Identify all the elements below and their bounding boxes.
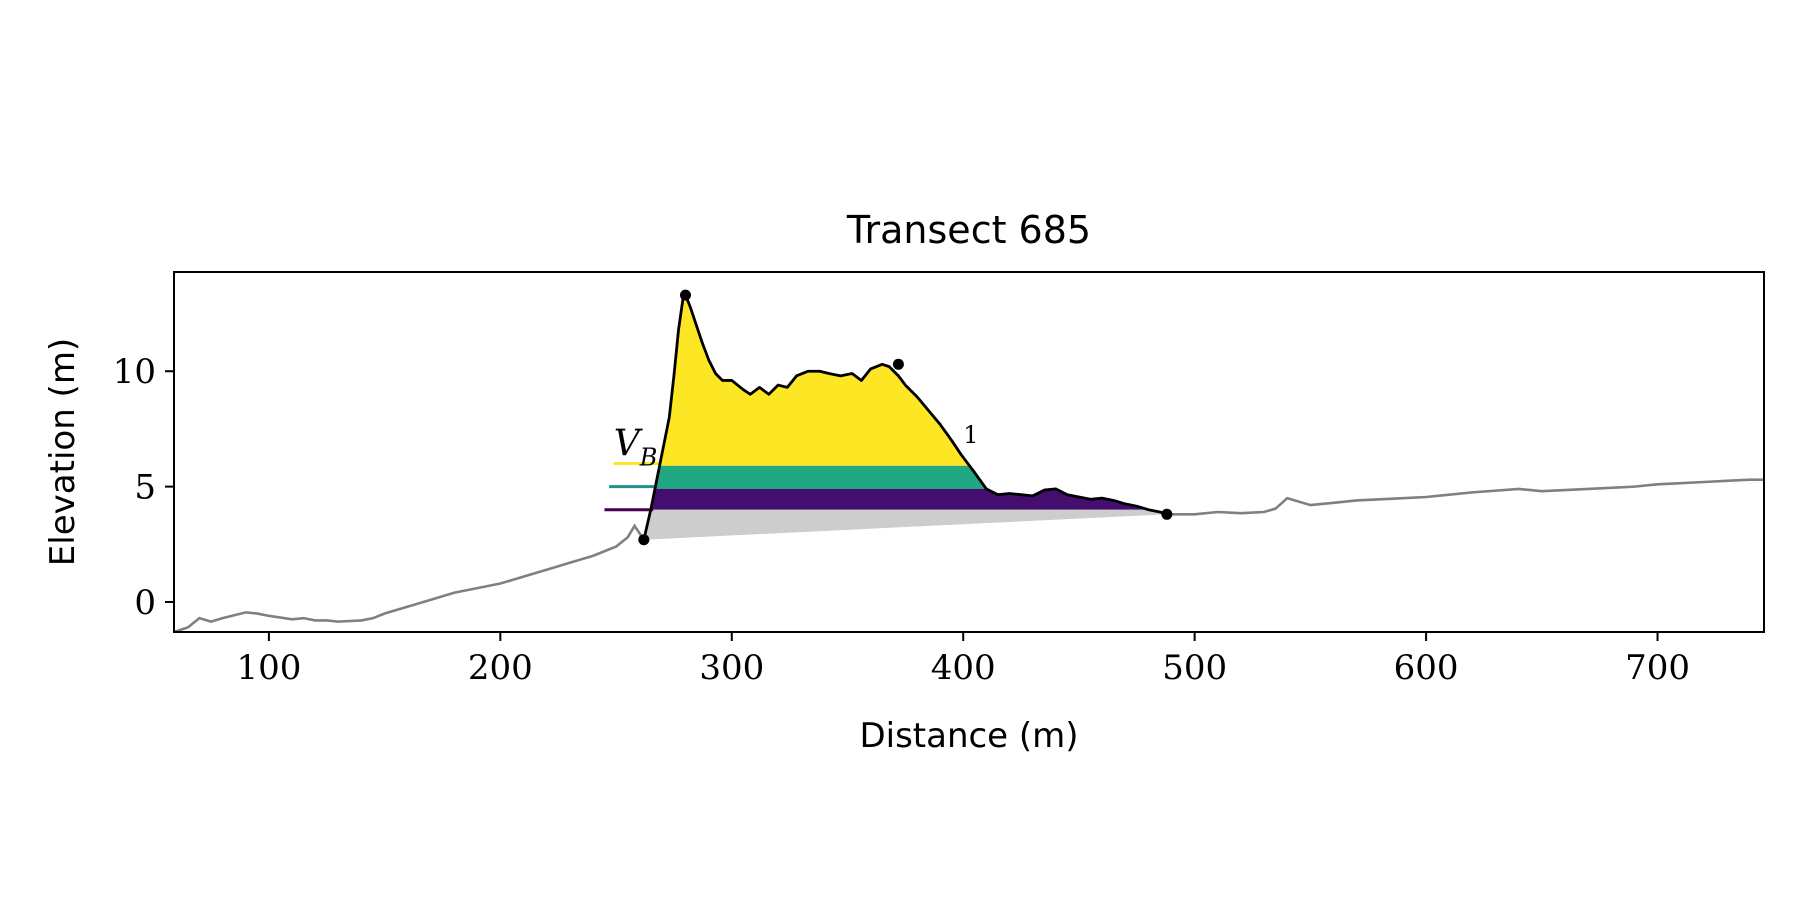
profile-line-left	[174, 523, 645, 632]
x-tick-label-300: 300	[699, 648, 764, 688]
y-axis: 0 5 10	[113, 352, 174, 623]
key-point-2	[892, 358, 904, 370]
chart-overlay: VB 1	[614, 289, 1173, 546]
y-tick-label-10: 10	[113, 352, 156, 392]
x-axis: 100 200 300 400 500 600 700	[236, 632, 1690, 688]
plot-area	[174, 293, 1764, 632]
base-wedge	[643, 509, 1167, 540]
volume-bands	[643, 295, 1167, 540]
x-tick-label-600: 600	[1394, 648, 1459, 688]
key-point-0	[638, 534, 650, 546]
key-point-1	[679, 289, 691, 301]
contour-annotation: 1	[963, 421, 978, 449]
chart-title: Transect 685	[846, 208, 1091, 252]
volume-annotation: VB	[614, 423, 658, 471]
x-tick-label-100: 100	[236, 648, 301, 688]
key-point-3	[1161, 508, 1173, 520]
x-axis-label: Distance (m)	[859, 716, 1078, 756]
y-tick-label-5: 5	[134, 468, 156, 508]
profile-line-right	[1166, 478, 1764, 516]
x-tick-label-200: 200	[468, 648, 533, 688]
band-above-upper-level	[643, 295, 1167, 466]
x-tick-label-400: 400	[931, 648, 996, 688]
y-tick-label-0: 0	[134, 583, 156, 623]
y-axis-label: Elevation (m)	[43, 338, 83, 566]
x-tick-label-500: 500	[1162, 648, 1227, 688]
x-tick-label-700: 700	[1625, 648, 1690, 688]
band-middle-level	[643, 465, 1167, 489]
dune-profile-line	[642, 293, 1168, 541]
plot-frame	[173, 271, 1765, 633]
